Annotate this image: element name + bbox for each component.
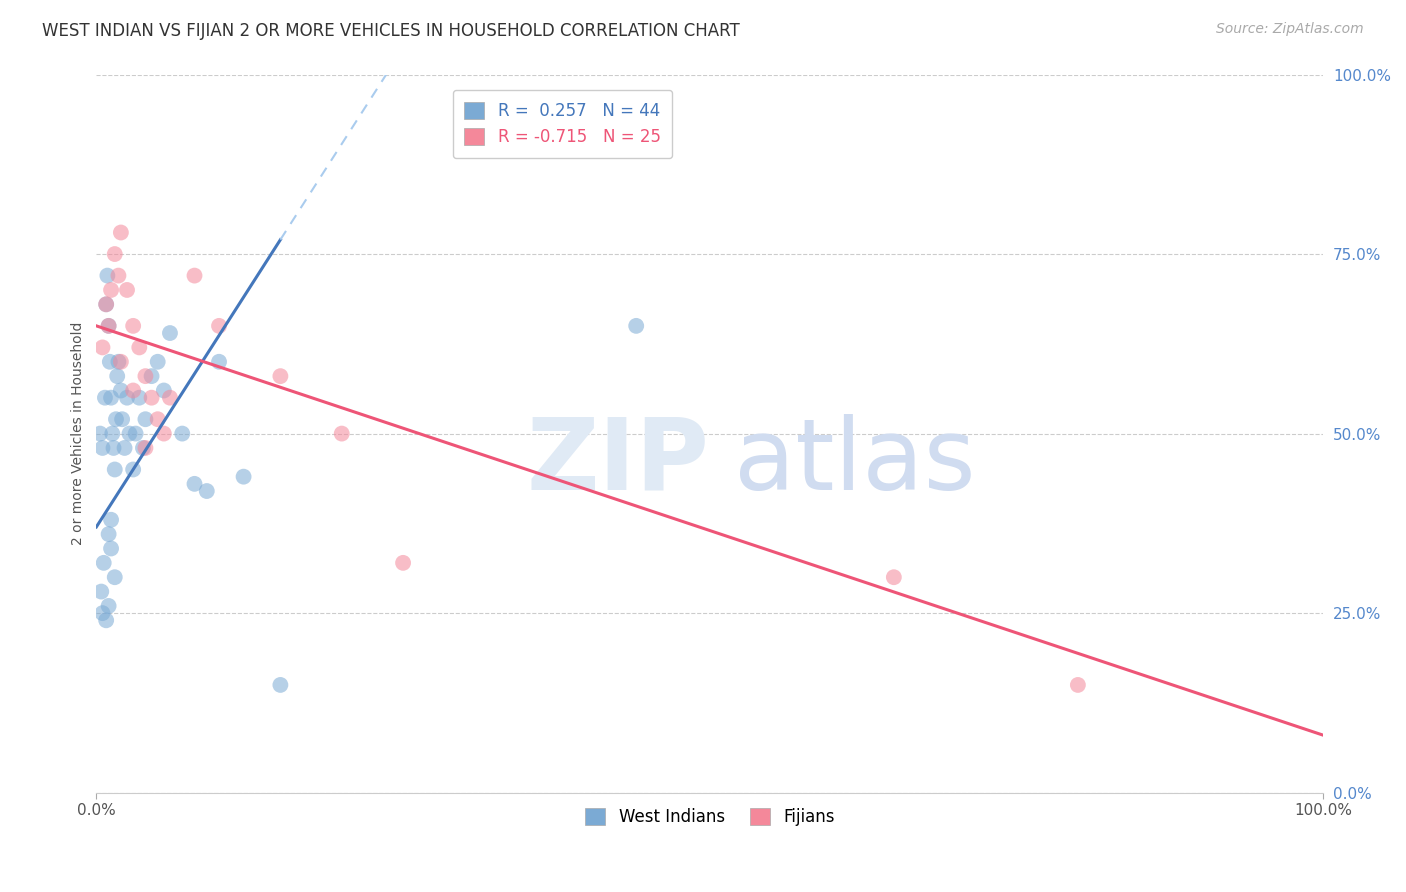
Point — [91, 606, 114, 620]
Y-axis label: 2 or more Vehicles in Household: 2 or more Vehicles in Household — [72, 322, 86, 545]
Point — [122, 462, 145, 476]
Point — [98, 355, 121, 369]
Point — [97, 527, 120, 541]
Text: Source: ZipAtlas.com: Source: ZipAtlas.com — [1216, 22, 1364, 37]
Point — [153, 384, 176, 398]
Point — [128, 391, 150, 405]
Point — [118, 426, 141, 441]
Text: atlas: atlas — [734, 414, 976, 511]
Point — [100, 283, 122, 297]
Point — [124, 426, 146, 441]
Point — [232, 469, 254, 483]
Legend: West Indians, Fijians: West Indians, Fijians — [576, 800, 842, 835]
Point — [153, 426, 176, 441]
Point — [91, 340, 114, 354]
Point — [97, 599, 120, 613]
Point — [1067, 678, 1090, 692]
Point — [96, 297, 118, 311]
Point — [115, 391, 138, 405]
Point — [115, 283, 138, 297]
Point — [96, 297, 118, 311]
Point — [208, 355, 231, 369]
Point — [97, 318, 120, 333]
Point — [105, 369, 128, 384]
Point — [134, 369, 156, 384]
Point — [146, 355, 169, 369]
Point — [110, 355, 132, 369]
Point — [100, 541, 122, 556]
Point — [111, 412, 134, 426]
Point — [104, 570, 127, 584]
Point — [132, 441, 155, 455]
Point — [100, 391, 122, 405]
Point — [330, 426, 353, 441]
Point — [103, 441, 125, 455]
Point — [110, 384, 132, 398]
Point — [96, 613, 118, 627]
Point — [114, 441, 136, 455]
Point — [97, 318, 120, 333]
Point — [208, 318, 231, 333]
Point — [94, 391, 117, 405]
Point — [89, 426, 111, 441]
Point — [134, 412, 156, 426]
Point — [624, 318, 647, 333]
Point — [269, 369, 291, 384]
Point — [195, 483, 218, 498]
Point — [183, 268, 205, 283]
Point — [96, 268, 118, 283]
Point — [107, 268, 129, 283]
Point — [141, 391, 163, 405]
Point — [883, 570, 905, 584]
Point — [183, 476, 205, 491]
Point — [104, 462, 127, 476]
Point — [172, 426, 194, 441]
Point — [93, 556, 115, 570]
Point — [104, 247, 127, 261]
Point — [107, 355, 129, 369]
Point — [122, 318, 145, 333]
Point — [159, 391, 181, 405]
Point — [141, 369, 163, 384]
Point — [159, 326, 181, 340]
Point — [122, 384, 145, 398]
Point — [110, 226, 132, 240]
Text: WEST INDIAN VS FIJIAN 2 OR MORE VEHICLES IN HOUSEHOLD CORRELATION CHART: WEST INDIAN VS FIJIAN 2 OR MORE VEHICLES… — [42, 22, 740, 40]
Point — [104, 412, 127, 426]
Point — [100, 513, 122, 527]
Point — [146, 412, 169, 426]
Point — [134, 441, 156, 455]
Text: ZIP: ZIP — [527, 414, 710, 511]
Point — [392, 556, 415, 570]
Point — [101, 426, 124, 441]
Point — [91, 441, 114, 455]
Point — [128, 340, 150, 354]
Point — [90, 584, 112, 599]
Point — [269, 678, 291, 692]
